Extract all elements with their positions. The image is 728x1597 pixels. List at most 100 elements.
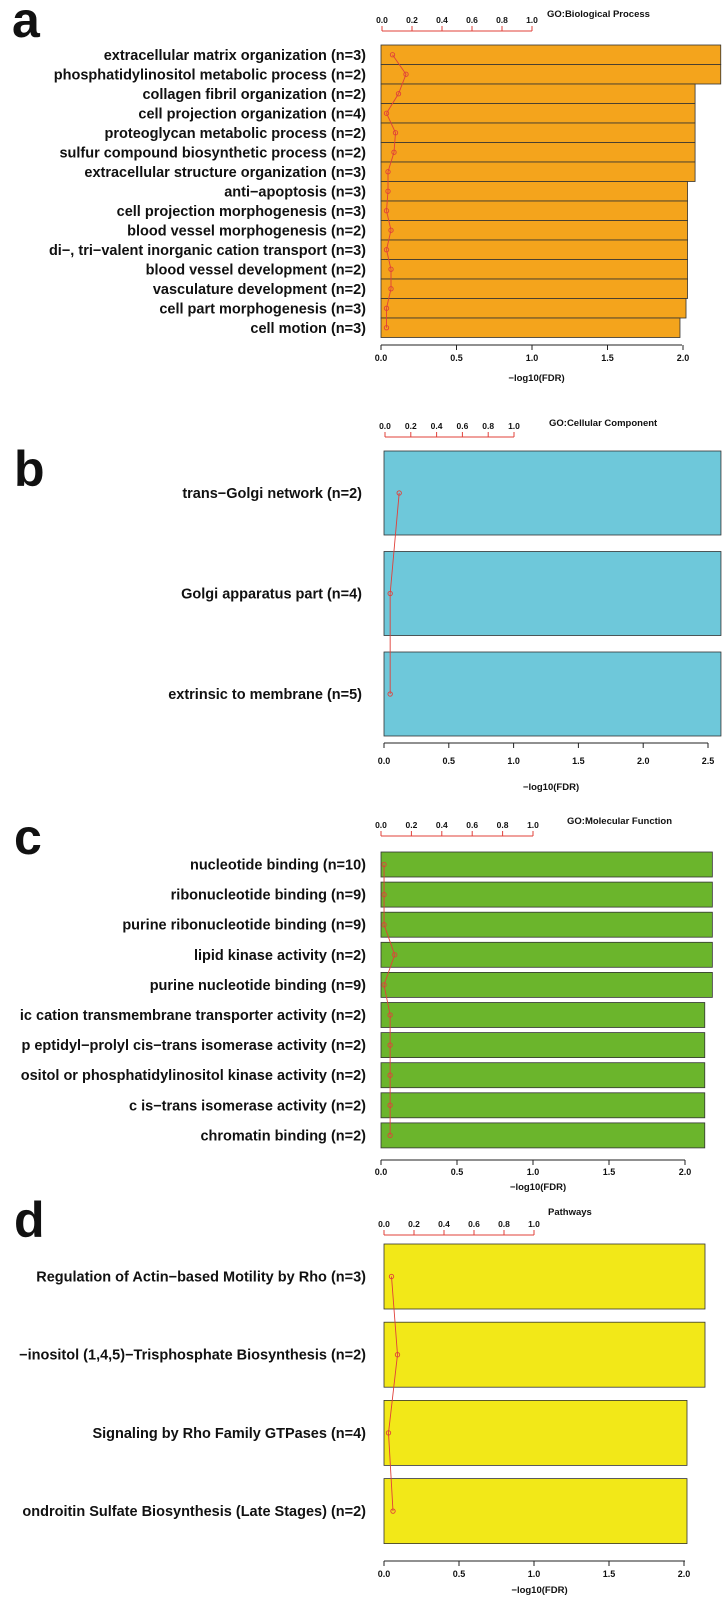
category-label: −inositol (1,4,5)−Trisphosphate Biosynth…	[19, 1348, 366, 1364]
bar	[380, 278, 688, 299]
x-axis-tick-label: 1.0	[528, 1569, 541, 1579]
x-axis-tick-label: 1.5	[572, 756, 585, 766]
category-label: c is−trans isomerase activity (n=2)	[129, 1098, 366, 1114]
bar	[380, 1092, 706, 1119]
panel-c: c GO:Molecular Function 0.0 0.2 0.4 0.6 0.8 1.0…	[14, 809, 713, 1193]
bar	[380, 200, 688, 221]
x-axis-tick-label: 0.0	[375, 1167, 388, 1177]
ratio-point	[385, 188, 391, 194]
x-axis-tick-label: 0.0	[378, 1569, 391, 1579]
category-label: Regulation of Actin−based Motility by Rh…	[36, 1270, 366, 1286]
bar	[380, 972, 713, 998]
ratio-point	[387, 1072, 393, 1078]
category-label: p eptidyl−prolyl cis−trans isomerase act…	[21, 1038, 366, 1054]
category-label: lipid kinase activity (n=2)	[194, 948, 366, 964]
ratio-point	[390, 1508, 396, 1514]
category-label: blood vessel development (n=2)	[146, 262, 367, 278]
ratio-point	[391, 149, 397, 155]
category-label: ribonucleotide binding (n=9)	[171, 888, 367, 904]
x-axis-title: −log10(FDR)	[523, 782, 579, 793]
panel-title: GO:Molecular Function	[567, 816, 672, 827]
ratio-point	[395, 91, 402, 97]
ratio-point	[388, 227, 394, 233]
secondary-axis-tick-label: 0.8	[482, 421, 494, 431]
ratio-point	[381, 891, 387, 898]
bar	[383, 1400, 688, 1466]
bars	[383, 1243, 706, 1544]
panel-letter: b	[14, 441, 45, 497]
category-label: ic cation transmembrane transporter acti…	[20, 1008, 366, 1024]
category-label: extracellular structure organization (n=…	[84, 165, 366, 181]
category-label: purine ribonucleotide binding (n=9)	[122, 918, 366, 934]
ratio-point	[387, 590, 393, 597]
x-axis-tick-label: 1.0	[526, 353, 539, 363]
x-axis-tick-label: 0.5	[453, 1569, 466, 1579]
x-axis-tick-label: 2.0	[679, 1167, 692, 1177]
panel-title: GO:Cellular Component	[549, 418, 658, 429]
category-label: ositol or phosphatidylinositol kinase ac…	[21, 1068, 366, 1084]
bar	[380, 44, 722, 65]
ratio-point	[387, 1042, 393, 1048]
category-label: chromatin binding (n=2)	[200, 1128, 366, 1144]
x-axis-tick-label: 1.0	[527, 1167, 540, 1177]
secondary-axis-tick-label: 0.8	[497, 820, 509, 830]
bar	[383, 1478, 688, 1544]
bar	[383, 1321, 706, 1388]
category-label: vasculature development (n=2)	[153, 282, 366, 298]
panel-letter: d	[14, 1192, 45, 1248]
x-axis-title: −log10(FDR)	[508, 373, 564, 384]
secondary-axis-tick-label: 0.2	[405, 820, 417, 830]
x-axis-title: −log10(FDR)	[510, 1182, 566, 1193]
panel-b: b GO:Cellular Component 0.0 0.2 0.4 0.6 0.8 1.0…	[14, 418, 722, 793]
category-label: purine nucleotide binding (n=9)	[150, 978, 366, 994]
bar	[380, 122, 696, 143]
secondary-axis-tick-label: 0.8	[496, 15, 508, 25]
x-axis-tick-label: 0.0	[378, 756, 391, 766]
category-label: di−, tri−valent inorganic cation transpo…	[49, 243, 366, 259]
category-label: cell part morphogenesis (n=3)	[159, 301, 366, 317]
secondary-axis-tick-label: 0.6	[468, 1219, 480, 1229]
category-label: extracellular matrix organization (n=3)	[104, 48, 366, 64]
ratio-point	[403, 71, 409, 77]
bar	[380, 1122, 706, 1149]
x-axis-tick-label: 1.5	[603, 1569, 616, 1579]
category-label: collagen fibril organization (n=2)	[142, 87, 366, 103]
x-axis-tick-label: 2.0	[637, 756, 650, 766]
panel-d: d Pathways 0.0 0.2 0.4 0.6 0.8 1.0 Regulation of…	[14, 1192, 706, 1596]
ratio-point	[383, 208, 390, 214]
ratio-point	[392, 130, 399, 136]
secondary-axis-tick-label: 0.6	[466, 820, 478, 830]
bar	[380, 1002, 706, 1028]
category-label: ondroitin Sulfate Biosynthesis (Late Sta…	[22, 1504, 366, 1520]
bar	[380, 64, 722, 85]
category-label: cell projection organization (n=4)	[138, 106, 366, 122]
ratio-point	[383, 247, 390, 253]
secondary-axis-tick-label: 0.4	[438, 1219, 450, 1229]
category-label: nucleotide binding (n=10)	[190, 858, 366, 874]
secondary-axis-tick-label: 0.0	[376, 15, 388, 25]
x-axis-tick-label: 0.5	[443, 756, 456, 766]
ratio-point	[381, 922, 387, 928]
ratio-point	[387, 1102, 393, 1108]
bar	[380, 1032, 706, 1058]
panel-letter: c	[14, 809, 42, 865]
category-label: Signaling by Rho Family GTPases (n=4)	[92, 1426, 366, 1442]
bar	[383, 651, 722, 737]
bar	[380, 298, 687, 319]
ratio-line	[385, 54, 407, 328]
ratio-point	[387, 1012, 393, 1018]
ratio-line	[388, 1276, 398, 1512]
panel-a: a GO:Biological Process 0.0 0.2 0.4 0.6 0.8 1.0…	[12, 0, 722, 384]
category-label: trans−Golgi network (n=2)	[182, 486, 362, 502]
secondary-axis-tick-label: 0.0	[379, 421, 391, 431]
secondary-axis-tick-label: 0.6	[466, 15, 478, 25]
ratio-point	[387, 1132, 393, 1139]
ratio-point	[383, 305, 390, 311]
category-label: extrinsic to membrane (n=5)	[168, 687, 362, 703]
x-axis-tick-label: 2.0	[677, 353, 690, 363]
category-label: cell projection morphogenesis (n=3)	[117, 204, 367, 220]
bars	[380, 44, 722, 338]
ratio-point	[388, 286, 394, 292]
ratio-point	[388, 266, 394, 272]
